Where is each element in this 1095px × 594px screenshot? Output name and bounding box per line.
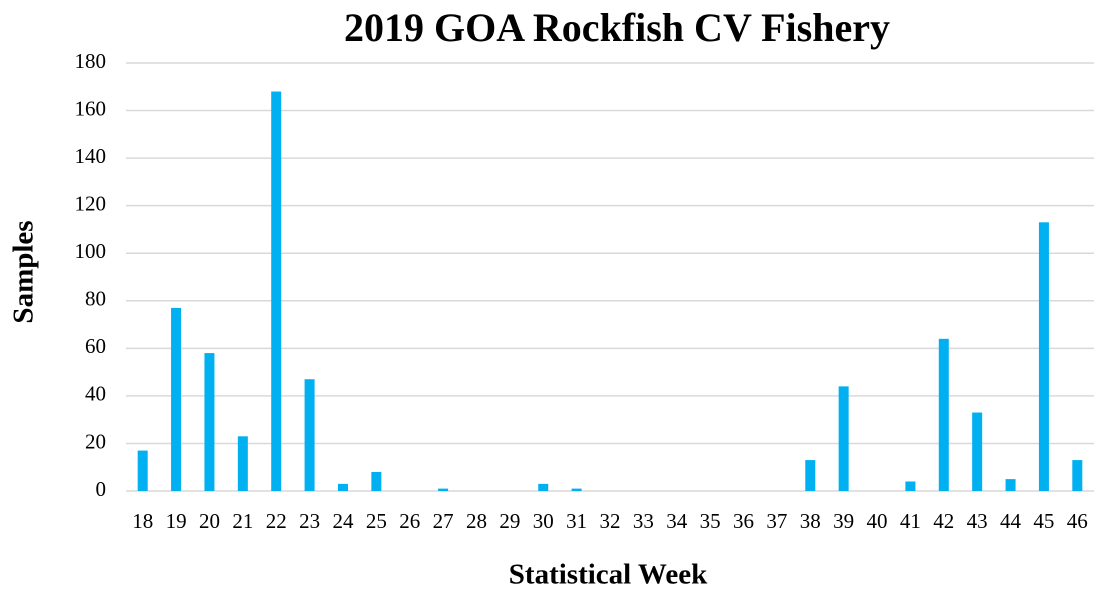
bar — [304, 379, 315, 491]
y-tick-label: 140 — [75, 144, 107, 168]
x-tick-label: 45 — [1033, 509, 1054, 533]
bar — [171, 307, 182, 491]
bar — [271, 91, 282, 492]
x-tick-label: 30 — [533, 509, 554, 533]
x-tick-label: 28 — [466, 509, 487, 533]
bar — [1038, 222, 1049, 492]
x-tick-label: 33 — [633, 509, 654, 533]
y-tick-label: 60 — [85, 334, 106, 358]
x-tick-label: 27 — [433, 509, 454, 533]
y-axis-label: Samples — [8, 220, 40, 323]
x-tick-label: 23 — [299, 509, 320, 533]
bar — [805, 460, 816, 491]
y-tick-label: 100 — [75, 239, 107, 263]
x-tick-label: 43 — [967, 509, 988, 533]
x-tick-label: 20 — [199, 509, 220, 533]
x-tick-label: 31 — [566, 509, 587, 533]
bar — [438, 488, 449, 491]
bar — [905, 481, 916, 491]
bar — [972, 412, 983, 491]
y-tick-label: 120 — [75, 191, 107, 215]
x-tick-label: 41 — [900, 509, 921, 533]
y-tick-label: 0 — [96, 477, 107, 501]
x-tick-label: 18 — [132, 509, 153, 533]
x-tick-label: 21 — [232, 509, 253, 533]
y-tick-label: 80 — [85, 287, 106, 311]
x-tick-label: 26 — [399, 509, 420, 533]
bar — [237, 436, 248, 491]
bar — [938, 338, 949, 491]
bar — [1005, 479, 1016, 491]
x-tick-label: 44 — [1000, 509, 1022, 533]
x-tick-label: 25 — [366, 509, 387, 533]
x-tick-label: 42 — [933, 509, 954, 533]
bar — [838, 386, 849, 491]
x-tick-label: 19 — [166, 509, 187, 533]
x-tick-label: 34 — [666, 509, 688, 533]
bar — [204, 353, 215, 491]
y-tick-label: 20 — [85, 429, 106, 453]
bar — [137, 450, 148, 491]
y-tick-label: 40 — [85, 382, 106, 406]
bar — [1072, 460, 1083, 491]
x-tick-label: 29 — [499, 509, 520, 533]
y-tick-label: 160 — [75, 96, 107, 120]
bar — [571, 488, 582, 491]
bar — [371, 471, 382, 491]
x-tick-label: 37 — [766, 509, 787, 533]
x-axis-label: Statistical Week — [509, 559, 708, 591]
x-tick-label: 22 — [266, 509, 287, 533]
x-tick-label: 40 — [867, 509, 888, 533]
x-tick-label: 46 — [1067, 509, 1088, 533]
bar — [337, 483, 348, 491]
x-tick-label: 24 — [332, 509, 354, 533]
chart-title: 2019 GOA Rockfish CV Fishery — [344, 5, 890, 50]
x-tick-label: 32 — [600, 509, 621, 533]
x-tick-label: 36 — [733, 509, 754, 533]
x-tick-label: 35 — [700, 509, 721, 533]
y-tick-label: 180 — [75, 49, 107, 73]
x-tick-label: 38 — [800, 509, 821, 533]
bar — [538, 483, 549, 491]
x-tick-label: 39 — [833, 509, 854, 533]
